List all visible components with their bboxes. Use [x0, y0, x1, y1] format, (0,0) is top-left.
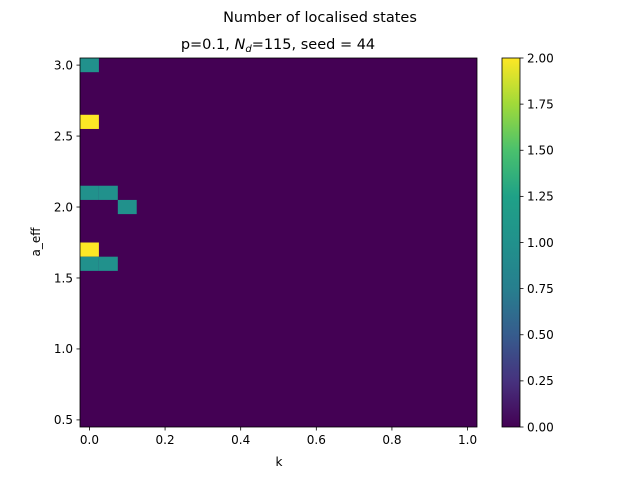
- heatmap-cell: [80, 242, 99, 257]
- x-axis-label: k: [276, 455, 283, 469]
- y-tick-label: 2.5: [54, 129, 73, 143]
- chart-title-prefix: p=0.1,: [181, 37, 235, 53]
- heatmap-cell: [80, 256, 99, 271]
- heatmap-cell: [98, 256, 118, 271]
- colorbar-tick-label: 1.25: [527, 190, 554, 204]
- chart-title-var: N: [234, 37, 245, 53]
- chart-title-suffix: =115, seed = 44: [252, 37, 375, 53]
- heatmap-cell: [80, 114, 99, 129]
- y-tick-label: 1.5: [54, 271, 73, 285]
- x-tick-label: 0.4: [231, 433, 250, 447]
- y-tick-label: 1.0: [54, 342, 73, 356]
- plot-frame: [79, 57, 478, 428]
- colorbar-tick-label: 0.00: [527, 420, 554, 434]
- x-tick-label: 0.6: [307, 433, 326, 447]
- colorbar-tick-label: 1.50: [527, 144, 554, 158]
- y-axis-ticks: 0.5 1.0 1.5 2.0 2.5 3.0: [54, 58, 80, 427]
- colorbar-tick-label: 1.00: [527, 236, 554, 250]
- x-tick-label: 0.2: [156, 433, 175, 447]
- colorbar-tick-label: 0.75: [527, 282, 554, 296]
- colorbar-tick-label: 1.75: [527, 97, 554, 111]
- figure-suptitle: Number of localised states: [223, 10, 417, 26]
- y-tick-label: 3.0: [54, 58, 73, 72]
- plot-area: [79, 57, 478, 428]
- heatmap-cell: [80, 185, 99, 200]
- heatmap-cell: [98, 185, 118, 200]
- colorbar-ticks: 0.00 0.25 0.50 0.75 1.00 1.25 1.50 1.75 2.00: [520, 51, 554, 434]
- x-axis-ticks: 0.0 0.2 0.4 0.6 0.8 1.0: [80, 427, 477, 447]
- heatmap-cell: [80, 58, 99, 73]
- y-axis-label: a_eff: [29, 227, 43, 257]
- colorbar-tick-label: 0.25: [527, 374, 554, 388]
- heatmap-cell: [117, 199, 137, 215]
- colorbar: [501, 57, 521, 428]
- colorbar-tick-label: 2.00: [527, 51, 554, 65]
- x-tick-label: 1.0: [458, 433, 477, 447]
- heatmap-background: [80, 58, 477, 427]
- x-tick-label: 0.0: [80, 433, 99, 447]
- chart-title-sub: d: [245, 44, 252, 55]
- y-tick-label: 2.0: [54, 200, 73, 214]
- y-tick-label: 0.5: [54, 413, 73, 427]
- colorbar-tick-label: 0.50: [527, 328, 554, 342]
- x-tick-label: 0.8: [382, 433, 401, 447]
- chart-title: p=0.1, Nd=115, seed = 44: [181, 37, 375, 55]
